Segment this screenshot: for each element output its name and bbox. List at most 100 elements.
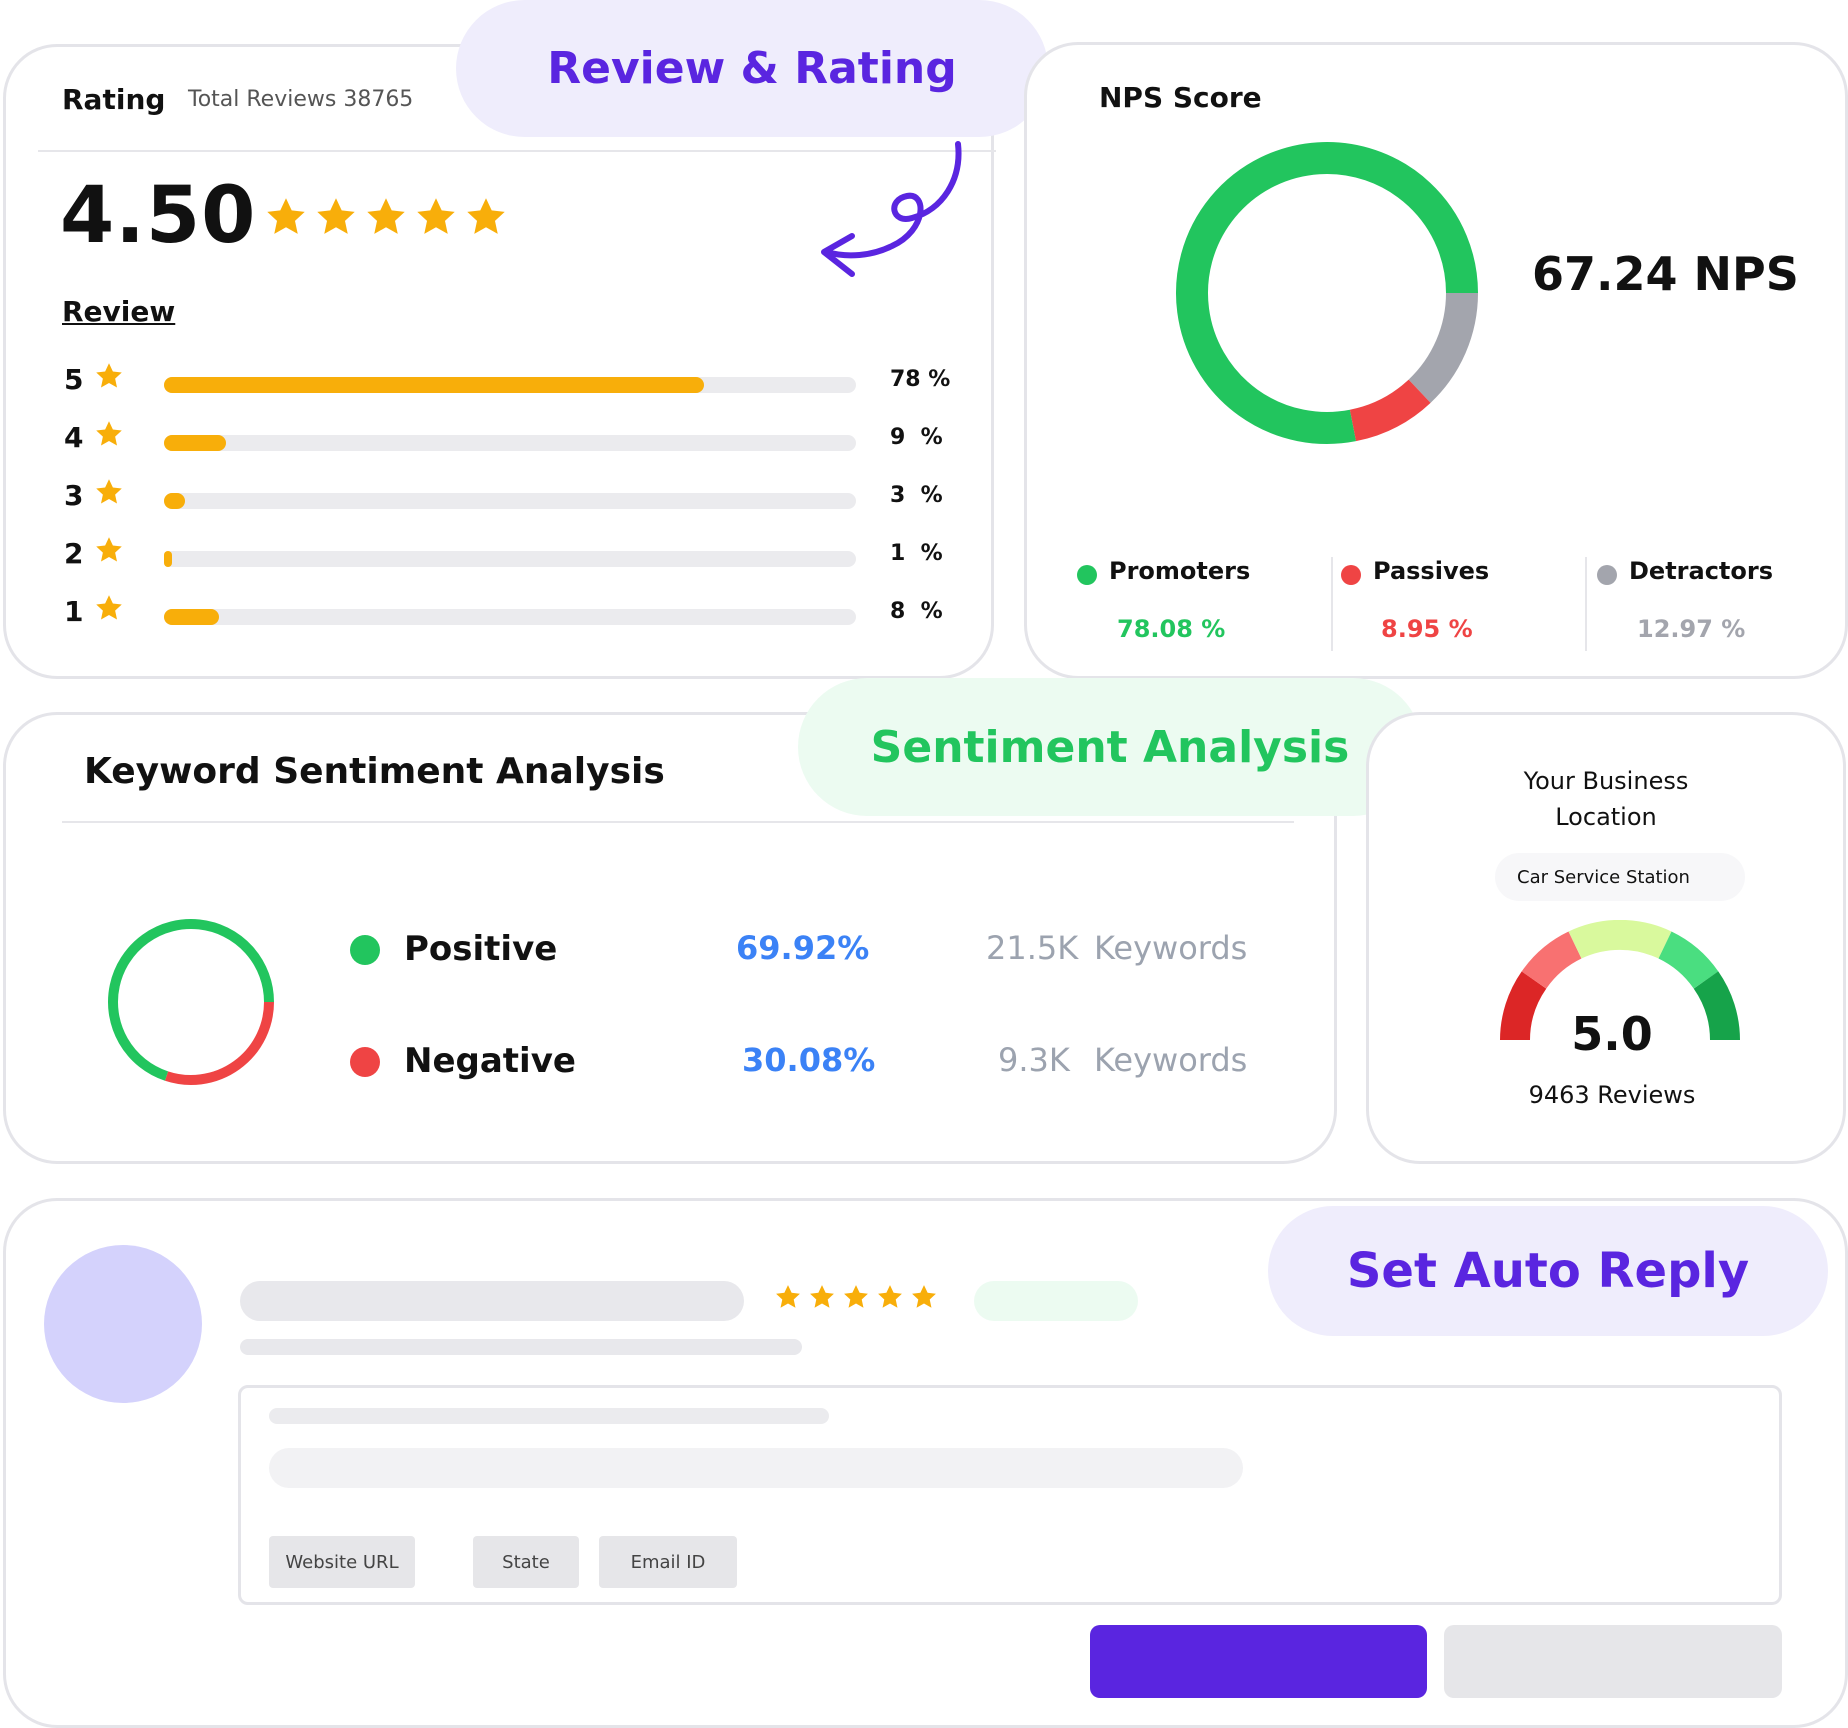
legend-value: 8.95 % [1381,615,1473,643]
sentiment-dot [350,935,380,965]
star-icon [878,1285,902,1308]
legend-name: Promoters [1109,557,1251,585]
star-icon [96,421,122,446]
sentiment-analysis-label: Sentiment Analysis [798,678,1422,816]
rating-row-percent: 3 % [890,483,943,508]
sentiment-name: Positive [404,929,558,969]
sentiment-title: Keyword Sentiment Analysis [84,751,665,792]
rating-row: 3 3 % [64,477,954,517]
legend-value: 78.08 % [1117,615,1226,643]
review-link[interactable]: Review [62,295,176,328]
avatar [44,1245,202,1403]
rating-row-track [164,377,856,393]
legend-value: 12.97 % [1637,615,1746,643]
rating-row-star-number: 4 [64,421,84,454]
rating-row-star-number: 3 [64,479,84,512]
rating-row-percent: 9 % [890,425,943,450]
rating-row-star-number: 1 [64,595,84,628]
nps-legend: Promoters 78.08 % Passives 8.95 % Detractors… [1067,555,1827,665]
sentiment-donut-chart [108,919,274,1085]
rating-row-track [164,551,856,567]
sentiment-row-positive: Positive 69.92% 21.5K Keywords [6,925,1334,975]
legend-item-promoters: Promoters 78.08 % [1077,555,1317,655]
legend-dot [1077,565,1097,585]
star-icon [267,198,305,234]
reply-stars [774,1283,944,1315]
rating-row-fill [164,609,220,625]
gauge-reviews: 9463 Reviews [1528,1081,1696,1109]
rating-row: 5 78 % [64,361,954,401]
text-placeholder [269,1408,829,1424]
business-select[interactable]: Car Service Station [1495,853,1745,901]
status-badge [974,1281,1138,1321]
star-icon [844,1285,868,1308]
gauge-score: 5.0 [1571,1007,1653,1061]
sentiment-name: Negative [404,1041,576,1081]
divider [38,150,996,152]
text-placeholder [269,1448,1243,1488]
legend-name: Passives [1373,557,1490,585]
star-icon [317,198,355,234]
donut-segment-negative [164,1001,274,1085]
sentiment-count: 21.5K [986,929,1079,967]
star-icon [367,198,405,234]
rating-row-percent: 8 % [890,599,943,624]
nps-title: NPS Score [1099,81,1262,114]
donut-segment-positive [108,919,274,1081]
sentiment-unit: Keywords [1094,1041,1248,1079]
rating-row: 1 8 % [64,593,954,633]
business-name: Car Service Station [1517,866,1690,888]
rating-row-percent: 78 % [890,367,951,392]
set-auto-reply-label: Set Auto Reply [1268,1206,1828,1336]
rating-row-fill [164,551,173,567]
rating-row-percent: 1 % [890,541,943,566]
sentiment-unit: Keywords [1094,929,1248,967]
nps-card: NPS Score 67.24 NPS Promoters 78.08 % Pass… [1024,42,1848,679]
cancel-button[interactable] [1444,1625,1782,1698]
submit-button[interactable] [1090,1625,1427,1698]
review-rating-label: Review & Rating [456,0,1048,137]
rating-row-star-number: 2 [64,537,84,570]
sentiment-row-negative: Negative 30.08% 9.3K Keywords [6,1037,1334,1087]
legend-item-detractors: Detractors 12.97 % [1597,555,1837,655]
rating-row: 4 9 % [64,419,954,459]
set-auto-reply-text: Set Auto Reply [1346,1243,1750,1299]
sentiment-percent: 30.08% [742,1041,876,1079]
rating-score: 4.50 [60,171,257,261]
star-icon [810,1285,834,1308]
sentiment-dot [350,1047,380,1077]
rating-row-track [164,493,856,509]
star-icon [912,1285,936,1308]
total-reviews: Total Reviews 38765 [188,87,414,112]
curly-arrow-icon [821,141,962,277]
donut-segment-promoters [1176,142,1478,444]
star-icon [417,198,455,234]
star-icon [776,1285,800,1308]
star-icon [467,198,505,234]
rating-card: Rating Total Reviews 38765 4.50 Review 5… [3,44,996,679]
star-icon [96,479,122,504]
legend-divider [1331,557,1333,651]
rating-row-track [164,435,856,451]
chip-email-id[interactable]: Email ID [599,1536,737,1588]
sentiment-analysis-text: Sentiment Analysis [870,721,1350,773]
rating-row-track [164,609,856,625]
donut-segment-passives [1349,379,1431,442]
legend-dot [1341,565,1361,585]
rating-row-star-number: 5 [64,363,84,396]
location-title-line1: Your Business [1523,767,1689,795]
divider [62,821,1294,823]
legend-divider [1585,557,1587,651]
rating-row-fill [164,435,227,451]
date-placeholder [240,1339,802,1355]
star-icon [96,363,122,388]
rating-gauge [1500,920,1740,1041]
star-icon [96,595,122,620]
location-title: Your Business Location [1369,763,1843,835]
legend-item-passives: Passives 8.95 % [1341,555,1581,655]
chip-state[interactable]: State [473,1536,579,1588]
auto-reply-card: Website URL State Email ID [3,1198,1848,1728]
rating-title: Rating [62,83,166,116]
reply-textarea[interactable]: Website URL State Email ID [238,1385,1782,1605]
chip-website-url[interactable]: Website URL [269,1536,415,1588]
